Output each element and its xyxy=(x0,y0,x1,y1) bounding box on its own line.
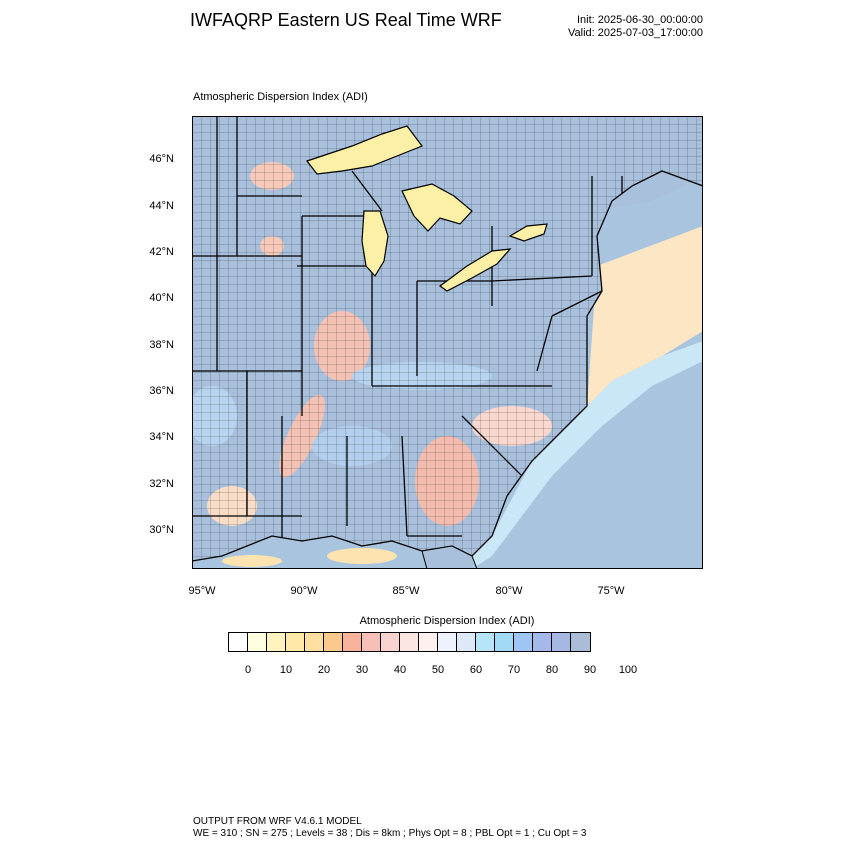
lat-label-34: 34°N xyxy=(149,431,174,443)
colorbar xyxy=(228,632,591,652)
adi-map xyxy=(192,116,703,569)
colorbar-tick-label: 0 xyxy=(244,664,252,676)
lake-ontario xyxy=(508,223,548,242)
florida-peninsula xyxy=(421,545,478,569)
coastline xyxy=(192,170,703,562)
lat-label-30: 30°N xyxy=(149,524,174,536)
map-title: Atmospheric Dispersion Index (ADI) xyxy=(193,91,368,103)
lat-label-46: 46°N xyxy=(149,153,174,165)
colorbar-box xyxy=(343,633,362,651)
colorbar-box xyxy=(286,633,305,651)
colorbar-box xyxy=(495,633,514,651)
lake-huron xyxy=(401,183,473,232)
colorbar-tick-label: 60 xyxy=(469,664,483,676)
map-canvas xyxy=(192,116,703,569)
colorbar-tick-label: 10 xyxy=(279,664,293,676)
colorbar-box xyxy=(400,633,419,651)
lon-label-90: 90°W xyxy=(290,585,318,597)
lake-michigan xyxy=(361,210,389,278)
colorbar-tick-label: 30 xyxy=(355,664,369,676)
colorbar-tick-label: 90 xyxy=(583,664,597,676)
lat-label-38: 38°N xyxy=(149,339,174,351)
lon-label-75: 75°W xyxy=(597,585,625,597)
valid-time: Valid: 2025-07-03_17:00:00 xyxy=(568,27,703,39)
colorbar-box xyxy=(381,633,400,651)
lon-label-95: 95°W xyxy=(188,585,216,597)
colorbar-box xyxy=(514,633,533,651)
lat-label-32: 32°N xyxy=(149,478,174,490)
colorbar-box xyxy=(571,633,590,651)
lake-superior xyxy=(306,125,423,175)
colorbar-box xyxy=(419,633,438,651)
lon-label-85: 85°W xyxy=(392,585,420,597)
colorbar-box xyxy=(533,633,552,651)
atlantic-warm-band xyxy=(587,226,703,406)
atlantic-cyan-band xyxy=(452,341,703,569)
lat-label-44: 44°N xyxy=(149,200,174,212)
lon-label-80: 80°W xyxy=(495,585,523,597)
colorbar-box xyxy=(457,633,476,651)
lat-label-36: 36°N xyxy=(149,385,174,397)
colorbar-title: Atmospheric Dispersion Index (ADI) xyxy=(359,615,535,627)
colorbar-box xyxy=(362,633,381,651)
colorbar-tick-label: 100 xyxy=(618,664,638,676)
gulf-warm-patch-west xyxy=(222,555,282,567)
page-title: IWFAQRP Eastern US Real Time WRF xyxy=(190,10,502,30)
lake-erie xyxy=(438,248,512,292)
lat-label-40: 40°N xyxy=(149,292,174,304)
colorbar-tick-label: 20 xyxy=(317,664,331,676)
colorbar-tick-label: 40 xyxy=(393,664,407,676)
colorbar-box xyxy=(248,633,267,651)
model-config: WE = 310 ; SN = 275 ; Levels = 38 ; Dis … xyxy=(193,828,587,839)
gulf-warm-patch xyxy=(327,548,397,564)
colorbar-tick-label: 80 xyxy=(545,664,559,676)
colorbar-box xyxy=(305,633,324,651)
colorbar-box xyxy=(267,633,286,651)
colorbar-tick-label: 50 xyxy=(431,664,445,676)
lat-label-42: 42°N xyxy=(149,246,174,258)
colorbar-box xyxy=(476,633,495,651)
colorbar-box xyxy=(229,633,248,651)
colorbar-box xyxy=(438,633,457,651)
map-frame xyxy=(192,116,703,569)
init-time: Init: 2025-06-30_00:00:00 xyxy=(577,14,703,26)
colorbar-box xyxy=(324,633,343,651)
colorbar-box xyxy=(552,633,571,651)
colorbar-tick-label: 70 xyxy=(507,664,521,676)
model-footer: OUTPUT FROM WRF V4.6.1 MODEL xyxy=(193,816,362,827)
